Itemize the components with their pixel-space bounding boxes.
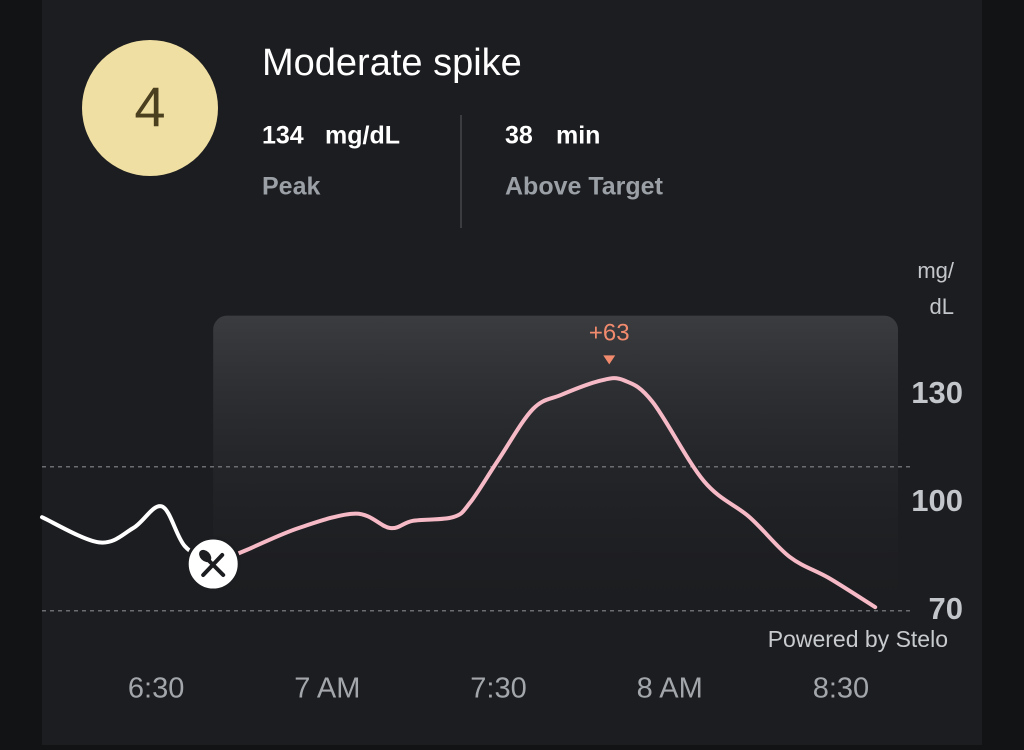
- y-unit: dL: [930, 294, 954, 319]
- meal-icon: [185, 536, 241, 592]
- x-tick-label: 7:30: [470, 673, 526, 705]
- peak-annotation: +63: [589, 320, 630, 347]
- score: 4: [134, 75, 165, 138]
- x-tick-label: 7 AM: [294, 673, 360, 705]
- y-unit: mg/: [917, 258, 955, 283]
- y-tick-label: 100: [911, 483, 963, 518]
- stat-label: Peak: [262, 173, 320, 201]
- x-tick-label: 8 AM: [637, 673, 703, 705]
- stat-unit: mg/dL: [325, 122, 400, 150]
- series-line: [40, 504, 216, 566]
- x-tick-label: 6:30: [128, 673, 184, 705]
- series-line: [211, 376, 878, 610]
- stat-unit: min: [556, 122, 600, 150]
- x-tick-label: 8:30: [813, 673, 869, 705]
- stat-value: 38: [505, 122, 533, 150]
- peak-marker: [603, 355, 616, 365]
- meal-icon-fork-head: [199, 549, 212, 563]
- score-badge: [82, 40, 218, 176]
- chart: 70 100 130 mg/dL 6:30 7 AM 7:30 8 AM 8:30 +63: [40, 258, 963, 705]
- title: Moderate spike: [262, 42, 522, 84]
- stat-value: 134: [262, 122, 304, 150]
- meal-icon-fork: [205, 557, 226, 577]
- y-tick-label: 130: [911, 375, 963, 410]
- y-tick-label: 70: [929, 591, 963, 626]
- footer: Powered by Stelo: [768, 626, 948, 652]
- stat-label: Above Target: [505, 173, 664, 201]
